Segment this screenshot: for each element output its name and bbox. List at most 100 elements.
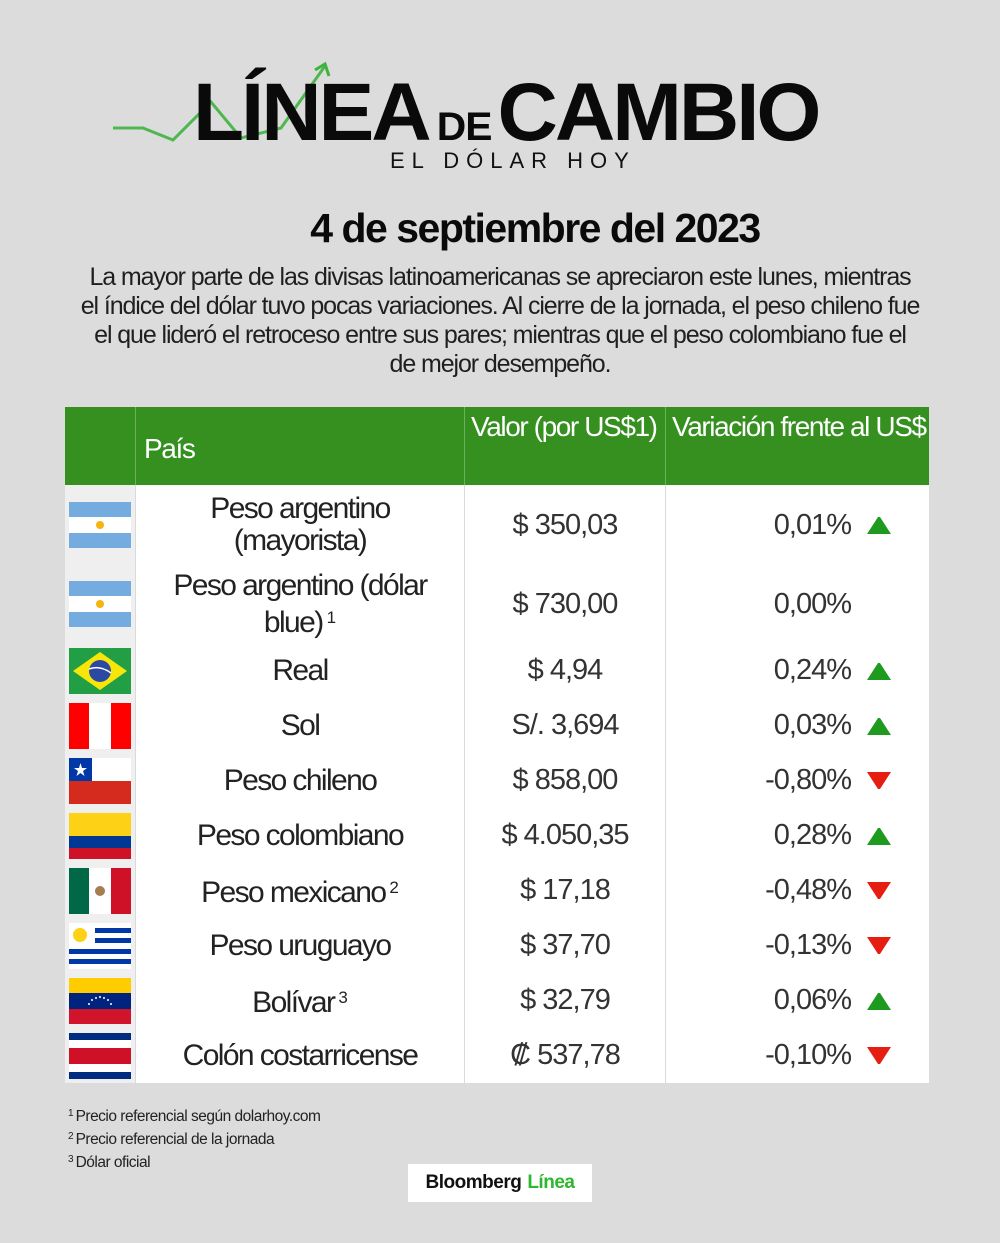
currency-name: Peso argentino (dólar blue) 1 bbox=[136, 565, 465, 643]
currency-value: $ 17,18 bbox=[465, 863, 666, 918]
currency-name: Peso colombiano bbox=[136, 808, 465, 863]
currency-table: País Valor (por US$1) Variación frente a… bbox=[65, 407, 929, 1083]
change-percent: 0,00% bbox=[773, 587, 852, 620]
logo-subtitle: EL DÓLAR HOY bbox=[390, 148, 636, 173]
arrow-up-icon bbox=[867, 516, 891, 534]
currency-name-text: Bolívar 3 bbox=[252, 986, 348, 1019]
bloomberg-linea-logo: Bloomberg Línea bbox=[408, 1164, 592, 1202]
argentina-flag-icon bbox=[69, 502, 131, 548]
arrow-up-icon bbox=[867, 827, 891, 845]
linea-de-cambio-logo: LÍNEA DECAMBIO EL DÓLAR HOY bbox=[113, 58, 843, 178]
footnote-mark: 1 bbox=[68, 1108, 74, 1119]
change-percent: -0,48% bbox=[765, 874, 852, 906]
arrow-down-icon bbox=[867, 1046, 891, 1065]
currency-value: $ 37,70 bbox=[465, 918, 666, 973]
currency-value: $ 350,03 bbox=[465, 485, 666, 565]
logo-word-de: DE bbox=[436, 105, 493, 149]
currency-value: $ 730,00 bbox=[465, 565, 666, 643]
costa-rica-flag-icon bbox=[69, 1032, 131, 1079]
flag-cell bbox=[65, 863, 136, 918]
flag-cell bbox=[65, 1028, 136, 1083]
table-row: Colón costarricense ₡ 537,78 -0,10% bbox=[65, 1028, 929, 1083]
header-variation: Variación frente al US$ bbox=[672, 411, 927, 442]
arrow-up-icon bbox=[867, 992, 891, 1010]
table-row: Peso chileno $ 858,00 -0,80% bbox=[65, 753, 929, 808]
peru-flag-icon bbox=[69, 702, 131, 749]
currency-change: 0,24% bbox=[666, 643, 929, 698]
currency-change: 0,00% bbox=[666, 565, 929, 643]
currency-change: 0,28% bbox=[666, 808, 929, 863]
currency-name: Peso uruguayo bbox=[136, 918, 465, 973]
venezuela-flag-icon bbox=[69, 977, 131, 1024]
currency-name: Real bbox=[136, 643, 465, 698]
currency-name: Peso argentino (mayorista) bbox=[136, 485, 465, 565]
table-row: Peso uruguayo $ 37,70 -0,13% bbox=[65, 918, 929, 973]
footnotes: 1 Precio referencial según dolarhoy.com 2… bbox=[68, 1104, 321, 1173]
flag-cell bbox=[65, 808, 136, 863]
footnote-marker: 3 bbox=[338, 988, 348, 1007]
currency-name-text: Peso argentino (dólar blue) 1 bbox=[173, 568, 428, 639]
brazil-flag-icon bbox=[69, 647, 131, 694]
currency-name-text: Colón costarricense bbox=[182, 1038, 419, 1072]
arrow-down-icon bbox=[867, 881, 891, 900]
currency-value: $ 4,94 bbox=[465, 643, 666, 698]
table-row: Peso colombiano $ 4.050,35 0,28% bbox=[65, 808, 929, 863]
table-row: Peso mexicano 2 $ 17,18 -0,48% bbox=[65, 863, 929, 918]
footnote-text: Dólar oficial bbox=[75, 1154, 151, 1171]
footnote-marker: 2 bbox=[389, 878, 399, 897]
currency-value: $ 4.050,35 bbox=[465, 808, 666, 863]
currency-name: Peso mexicano 2 bbox=[136, 863, 465, 918]
currency-change: -0,80% bbox=[666, 753, 929, 808]
change-percent: -0,10% bbox=[765, 1039, 852, 1071]
currency-name: Peso chileno bbox=[136, 753, 465, 808]
table-header: País Valor (por US$1) Variación frente a… bbox=[65, 407, 929, 485]
flag-cell bbox=[65, 485, 136, 565]
footnote: 3 Dólar oficial bbox=[68, 1150, 320, 1173]
arrow-down-icon bbox=[867, 771, 891, 790]
no-change-icon bbox=[867, 595, 891, 613]
currency-name: Sol bbox=[136, 698, 465, 753]
currency-change: 0,06% bbox=[666, 973, 929, 1028]
change-percent: 0,03% bbox=[773, 709, 852, 741]
flag-cell bbox=[65, 973, 136, 1028]
arrow-down-icon bbox=[867, 936, 891, 955]
table-row: Sol S/. 3,694 0,03% bbox=[65, 698, 929, 753]
currency-change: 0,01% bbox=[666, 485, 929, 565]
chile-flag-icon bbox=[69, 757, 131, 804]
logo-title: LÍNEA DECAMBIO bbox=[193, 72, 821, 154]
arrow-up-icon bbox=[867, 662, 891, 680]
change-percent: 0,06% bbox=[773, 984, 852, 1016]
currency-name-text: Real bbox=[272, 653, 329, 687]
currency-name-text: Peso mexicano 2 bbox=[201, 876, 399, 909]
footnote-marker: 1 bbox=[326, 607, 337, 627]
brand-word-linea: Línea bbox=[527, 1172, 575, 1193]
header-flag-column bbox=[65, 407, 136, 485]
table-row: Peso argentino (dólar blue) 1 $ 730,00 0,00… bbox=[65, 565, 929, 643]
table-row: Peso argentino (mayorista) $ 350,03 0,01% bbox=[65, 485, 929, 565]
header-value: Valor (por US$1) bbox=[465, 407, 666, 485]
table-body: Peso argentino (mayorista) $ 350,03 0,01% P… bbox=[65, 485, 929, 1083]
footnote: 2 Precio referencial de la jornada bbox=[68, 1127, 320, 1150]
footnote-mark: 3 bbox=[68, 1154, 74, 1165]
currency-value: ₡ 537,78 bbox=[465, 1028, 666, 1083]
change-percent: 0,28% bbox=[773, 819, 852, 851]
change-percent: -0,80% bbox=[765, 764, 852, 796]
currency-value: $ 32,79 bbox=[465, 973, 666, 1028]
mexico-flag-icon bbox=[69, 867, 131, 914]
currency-name-text: Sol bbox=[280, 708, 321, 742]
currency-change: -0,48% bbox=[666, 863, 929, 918]
footnote: 1 Precio referencial según dolarhoy.com bbox=[68, 1104, 321, 1127]
argentina-flag-icon bbox=[69, 581, 131, 627]
table-row: Real $ 4,94 0,24% bbox=[65, 643, 929, 698]
change-percent: -0,13% bbox=[765, 929, 852, 961]
footnote-mark: 2 bbox=[68, 1131, 74, 1142]
colombia-flag-icon bbox=[69, 812, 131, 859]
flag-cell bbox=[65, 918, 136, 973]
footnote-text: Precio referencial de la jornada bbox=[75, 1131, 275, 1148]
currency-value: S/. 3,694 bbox=[465, 698, 666, 753]
currency-change: -0,13% bbox=[666, 918, 929, 973]
currency-name-text: Peso chileno bbox=[223, 763, 378, 797]
change-percent: 0,24% bbox=[773, 654, 852, 686]
brand-word-bloomberg: Bloomberg bbox=[425, 1172, 522, 1193]
currency-change: 0,03% bbox=[666, 698, 929, 753]
